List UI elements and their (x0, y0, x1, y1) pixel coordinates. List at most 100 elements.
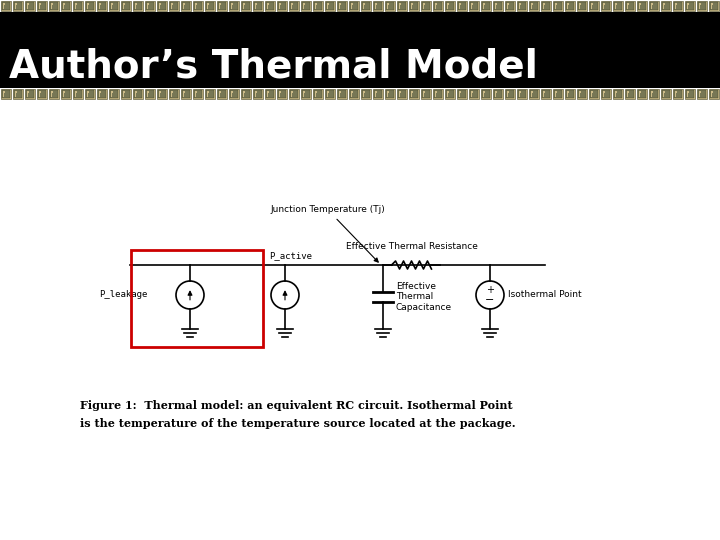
Bar (531, 3, 534, 5)
Bar (14, 2, 22, 10)
Bar (87, 3, 89, 9)
Bar (626, 2, 634, 10)
Bar (447, 3, 449, 9)
Bar (423, 91, 424, 97)
Bar (387, 3, 388, 9)
Bar (219, 3, 221, 5)
Bar (195, 3, 197, 5)
Bar (687, 91, 689, 93)
Bar (39, 3, 40, 9)
Bar (193, 1, 204, 11)
Bar (315, 91, 316, 97)
Bar (651, 3, 652, 9)
Bar (326, 90, 334, 98)
Bar (326, 2, 334, 10)
Bar (615, 91, 617, 93)
Bar (435, 3, 437, 5)
Bar (423, 3, 424, 9)
Bar (63, 3, 64, 9)
Bar (528, 89, 539, 99)
Bar (351, 91, 354, 93)
Bar (134, 2, 142, 10)
Bar (399, 91, 401, 93)
Bar (98, 2, 106, 10)
Bar (444, 89, 455, 99)
Bar (242, 2, 250, 10)
Bar (86, 90, 94, 98)
Bar (302, 90, 310, 98)
Bar (543, 3, 544, 9)
Bar (518, 2, 526, 10)
Bar (708, 89, 719, 99)
Bar (13, 89, 23, 99)
Bar (109, 1, 120, 11)
Bar (362, 90, 370, 98)
Bar (157, 89, 168, 99)
Bar (481, 89, 491, 99)
Bar (552, 89, 563, 99)
Bar (543, 91, 545, 93)
Bar (399, 3, 400, 9)
Bar (73, 1, 84, 11)
Bar (37, 89, 48, 99)
Bar (207, 3, 210, 5)
Bar (636, 1, 647, 11)
Bar (230, 90, 238, 98)
Text: is the temperature of the temperature source located at the package.: is the temperature of the temperature so… (80, 418, 516, 429)
Bar (63, 3, 66, 5)
Bar (411, 91, 413, 93)
Bar (99, 3, 100, 9)
Bar (459, 91, 462, 93)
Bar (1, 89, 12, 99)
Bar (660, 89, 671, 99)
Bar (384, 1, 395, 11)
Bar (591, 91, 593, 93)
Bar (699, 91, 701, 93)
Bar (38, 90, 46, 98)
Bar (663, 3, 665, 9)
Bar (15, 91, 17, 93)
Bar (482, 90, 490, 98)
Bar (121, 89, 132, 99)
Bar (159, 3, 161, 5)
Bar (348, 89, 359, 99)
Bar (554, 2, 562, 10)
Bar (254, 2, 262, 10)
Bar (312, 89, 323, 99)
Bar (158, 2, 166, 10)
Bar (590, 90, 598, 98)
Bar (279, 3, 282, 5)
Bar (555, 91, 557, 97)
Bar (279, 3, 280, 9)
Bar (435, 3, 436, 9)
Bar (627, 91, 629, 97)
Bar (591, 3, 593, 5)
Bar (147, 3, 148, 9)
Bar (315, 91, 318, 93)
Bar (708, 1, 719, 11)
Bar (217, 1, 228, 11)
Bar (315, 3, 318, 5)
Bar (266, 2, 274, 10)
Bar (26, 90, 34, 98)
Bar (13, 1, 23, 11)
Bar (696, 89, 707, 99)
Bar (267, 3, 269, 9)
Bar (159, 3, 161, 9)
Bar (615, 91, 616, 97)
Bar (639, 3, 642, 5)
Bar (433, 1, 444, 11)
Bar (422, 2, 430, 10)
Bar (24, 89, 35, 99)
Bar (27, 91, 28, 97)
Bar (327, 3, 328, 9)
Bar (327, 3, 329, 5)
Bar (207, 91, 210, 93)
Bar (279, 91, 280, 97)
Bar (48, 89, 59, 99)
Bar (530, 90, 538, 98)
Bar (627, 3, 629, 9)
Bar (87, 3, 89, 5)
Bar (171, 3, 174, 5)
Bar (626, 90, 634, 98)
